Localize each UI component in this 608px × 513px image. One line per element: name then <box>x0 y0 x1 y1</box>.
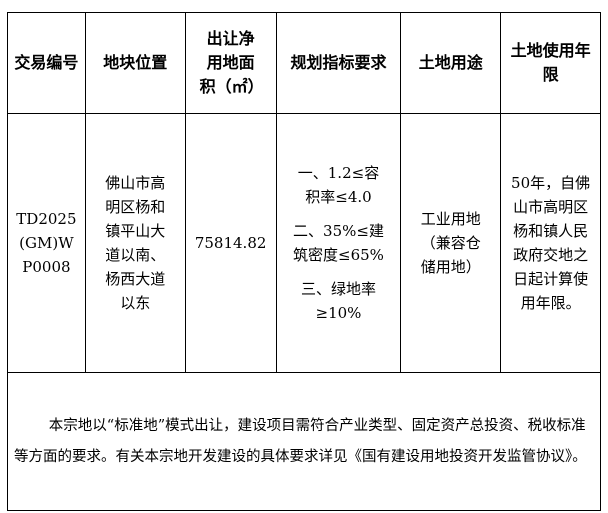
requirement-item: 一、1.2≤容积率≤4.0 <box>297 164 380 206</box>
header-requirements: 规划指标要求 <box>275 12 402 114</box>
cell-location: 佛山市高明区杨和镇平山大道以南、杨西大道以东 <box>84 113 186 373</box>
requirement-item: 三、绿地率≥10% <box>300 280 376 322</box>
cell-term: 50年，自佛山市高明区杨和镇人民政府交地之日起计算使用年限。 <box>500 113 601 373</box>
cell-code: TD2025(GM)WP0008 <box>7 113 86 373</box>
header-row: 交易编号 地块位置 出让净用地面积（㎡） 规划指标要求 土地用途 土地使用年限 <box>7 12 601 114</box>
header-term: 土地使用年限 <box>500 12 601 114</box>
cell-area: 75814.82 <box>184 113 277 373</box>
header-use: 土地用途 <box>400 12 502 114</box>
header-location: 地块位置 <box>84 12 186 114</box>
cell-requirements: 一、1.2≤容积率≤4.0 二、35%≤建筑密度≤65% 三、绿地率≥10% <box>275 113 402 373</box>
note-row: 本宗地以“标准地”模式出让，建设项目需符合产业类型、固定资产总投资、税收标准等方… <box>7 372 601 511</box>
header-code: 交易编号 <box>7 12 86 114</box>
header-area: 出让净用地面积（㎡） <box>184 12 277 114</box>
requirement-item: 二、35%≤建筑密度≤65% <box>293 222 384 264</box>
table-row: TD2025(GM)WP0008 佛山市高明区杨和镇平山大道以南、杨西大道以东 … <box>7 113 601 373</box>
land-parcel-table: 交易编号 地块位置 出让净用地面积（㎡） 规划指标要求 土地用途 土地使用年限 … <box>7 12 601 511</box>
cell-use: 工业用地（兼容仓储用地） <box>400 113 502 373</box>
note-text: 本宗地以“标准地”模式出让，建设项目需符合产业类型、固定资产总投资、税收标准等方… <box>14 417 587 465</box>
